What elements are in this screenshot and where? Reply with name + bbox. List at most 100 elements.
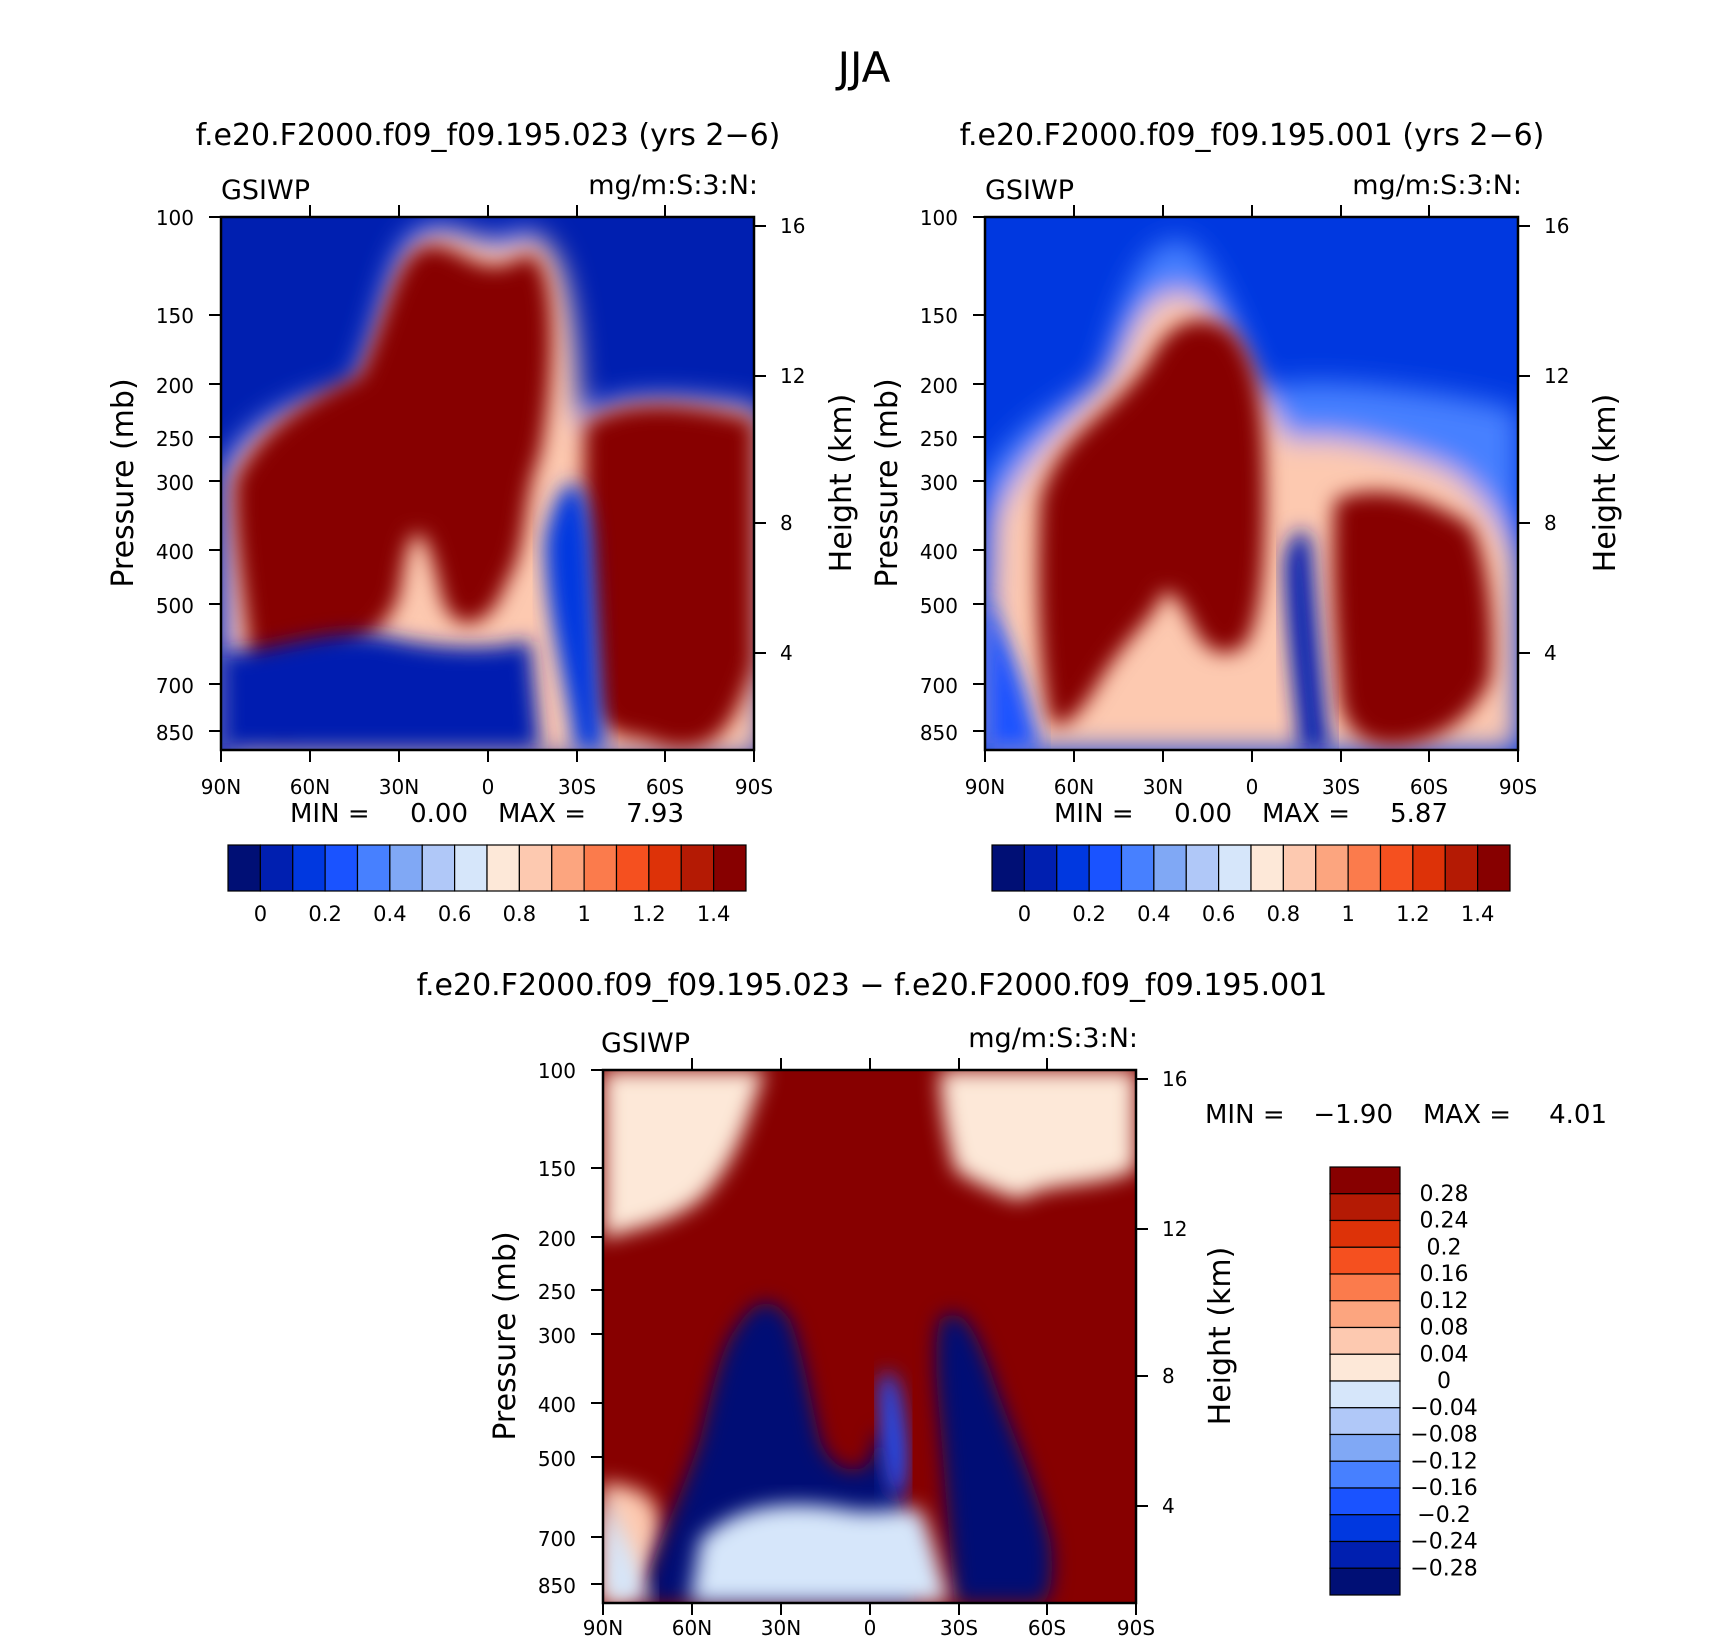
x-tick-label: 0 xyxy=(482,775,495,799)
colorbar-label: 0 xyxy=(254,902,267,926)
x-tick-label: 60S xyxy=(1028,1616,1066,1639)
y-tick-label: 250 xyxy=(920,427,958,451)
colorbar-label: −0.16 xyxy=(1410,1476,1477,1501)
y-tick-label-right: 4 xyxy=(1544,641,1557,665)
x-tick-label: 90N xyxy=(201,775,241,799)
colorbar-swatch xyxy=(1329,1514,1401,1543)
y-tick-label: 150 xyxy=(156,304,194,328)
y-tick-label-right: 12 xyxy=(1162,1217,1187,1241)
colorbar-label: 0.6 xyxy=(1202,902,1235,926)
y-ticks-left: 100 150 200 250 300 400 500 700 850 xyxy=(156,206,221,745)
x-tick-label: 90N xyxy=(583,1616,623,1639)
x-tick-label: 90N xyxy=(965,775,1005,799)
variable-label: GSIWP xyxy=(601,1028,690,1059)
max-label: MAX = xyxy=(1262,799,1350,829)
colorbar-swatch xyxy=(1153,844,1187,892)
y-ticks-right: 16 12 8 4 xyxy=(1136,1067,1187,1518)
y-tick-label: 400 xyxy=(156,540,194,564)
colorbar-swatch xyxy=(1088,844,1123,892)
colorbar-label: −0.12 xyxy=(1410,1449,1477,1474)
y-tick-label: 700 xyxy=(538,1527,576,1551)
colorbar: 0 0.2 0.4 0.6 0.8 1 1.2 1.4 xyxy=(227,844,747,926)
colorbar-label: 0.2 xyxy=(308,902,341,926)
colorbar-swatch xyxy=(1444,844,1479,892)
x-tick-label: 0 xyxy=(864,1616,877,1639)
colorbar-swatch xyxy=(1329,1407,1401,1436)
min-value: 0.00 xyxy=(1174,799,1232,829)
y-tick-label: 700 xyxy=(920,674,958,698)
figure-title: JJA xyxy=(835,43,891,92)
x-ticks: 90N 60N 30N 0 30S 60S 90S xyxy=(201,205,773,799)
colorbar-swatch xyxy=(583,844,618,892)
x-tick-label: 30N xyxy=(379,775,419,799)
y-tick-label-right: 12 xyxy=(1544,364,1569,388)
colorbar-label: 1 xyxy=(577,902,590,926)
contour-field xyxy=(603,1070,1136,1603)
x-tick-label: 30S xyxy=(940,1616,978,1639)
y-tick-label: 850 xyxy=(538,1574,576,1598)
x-tick-label: 30S xyxy=(1322,775,1360,799)
colorbar-swatch xyxy=(1315,844,1349,892)
x-tick-label: 30N xyxy=(1143,775,1183,799)
colorbar-swatch xyxy=(389,844,423,892)
x-tick-label: 30S xyxy=(558,775,596,799)
y-tick-label: 500 xyxy=(538,1447,576,1471)
colorbar-swatch xyxy=(1329,1353,1401,1382)
y-tick-label: 500 xyxy=(920,594,958,618)
x-tick-label: 60S xyxy=(1410,775,1448,799)
y-ticks-left: 100 150 200 250 300 400 500 700 850 xyxy=(920,206,985,745)
colorbar-swatch xyxy=(1329,1326,1401,1355)
colorbar-swatch xyxy=(1218,844,1252,892)
y-tick-label: 250 xyxy=(538,1280,576,1304)
colorbar-swatch xyxy=(356,844,391,892)
x-tick-label: 30N xyxy=(761,1616,801,1639)
min-label: MIN = xyxy=(1054,799,1134,829)
colorbar-label: −0.24 xyxy=(1410,1530,1477,1555)
colorbar-swatch xyxy=(1329,1380,1401,1409)
panel-difference: f.e20.F2000.f09_f09.195.023 − f.e20.F200… xyxy=(417,968,1607,1639)
panel-title: f.e20.F2000.f09_f09.195.001 (yrs 2−6) xyxy=(960,118,1545,153)
variable-label: GSIWP xyxy=(985,175,1074,206)
colorbar-swatch xyxy=(324,844,359,892)
colorbar: 0.280.240.20.160.120.080.040−0.04−0.08−0… xyxy=(1329,1166,1478,1596)
y-tick-label-right: 12 xyxy=(780,364,805,388)
y-axis-label-right: Height (km) xyxy=(824,394,859,573)
panel-title: f.e20.F2000.f09_f09.195.023 (yrs 2−6) xyxy=(196,118,781,153)
x-tick-label: 60N xyxy=(672,1616,712,1639)
y-tick-label-right: 4 xyxy=(1162,1494,1175,1518)
y-tick-label: 300 xyxy=(920,471,958,495)
y-tick-label: 500 xyxy=(156,594,194,618)
max-value: 4.01 xyxy=(1549,1100,1607,1130)
colorbar-label: 0.12 xyxy=(1420,1289,1469,1314)
x-ticks: 90N 60N 30N 0 30S 60S 90S xyxy=(583,1058,1155,1639)
y-tick-label-right: 4 xyxy=(780,641,793,665)
min-value: −1.90 xyxy=(1313,1100,1393,1130)
colorbar-label: 0.04 xyxy=(1420,1342,1469,1367)
colorbar-label: 1.2 xyxy=(1396,902,1429,926)
y-tick-label: 200 xyxy=(156,374,194,398)
colorbar-label: 0.4 xyxy=(373,902,406,926)
x-tick-label: 60N xyxy=(1054,775,1094,799)
x-tick-label: 60S xyxy=(646,775,684,799)
colorbar-swatch xyxy=(1329,1540,1401,1569)
dry-tongue xyxy=(545,483,606,750)
x-tick-label: 90S xyxy=(1499,775,1537,799)
colorbar-swatch xyxy=(1329,1219,1401,1248)
colorbar-swatch xyxy=(1379,844,1414,892)
colorbar-swatch xyxy=(1329,1460,1401,1489)
colorbar-label: 0.24 xyxy=(1420,1209,1469,1234)
y-tick-label-right: 16 xyxy=(780,214,805,238)
colorbar-swatch xyxy=(1185,844,1220,892)
colorbar-swatch xyxy=(1329,1433,1401,1462)
y-axis-label: Pressure (mb) xyxy=(870,378,905,587)
colorbar-swatch xyxy=(1056,844,1090,892)
colorbar-swatch xyxy=(259,844,294,892)
colorbar-swatch xyxy=(1329,1487,1401,1516)
colorbar-swatch xyxy=(1329,1193,1401,1222)
colorbar: 0 0.2 0.4 0.6 0.8 1 1.2 1.4 xyxy=(991,844,1511,926)
colorbar-label: 0.8 xyxy=(1267,902,1300,926)
y-axis-label: Pressure (mb) xyxy=(106,378,141,587)
colorbar-label: −0.2 xyxy=(1417,1503,1470,1528)
units-label: mg/m:S:3:N: xyxy=(968,1023,1138,1054)
colorbar-swatch xyxy=(1329,1166,1401,1195)
